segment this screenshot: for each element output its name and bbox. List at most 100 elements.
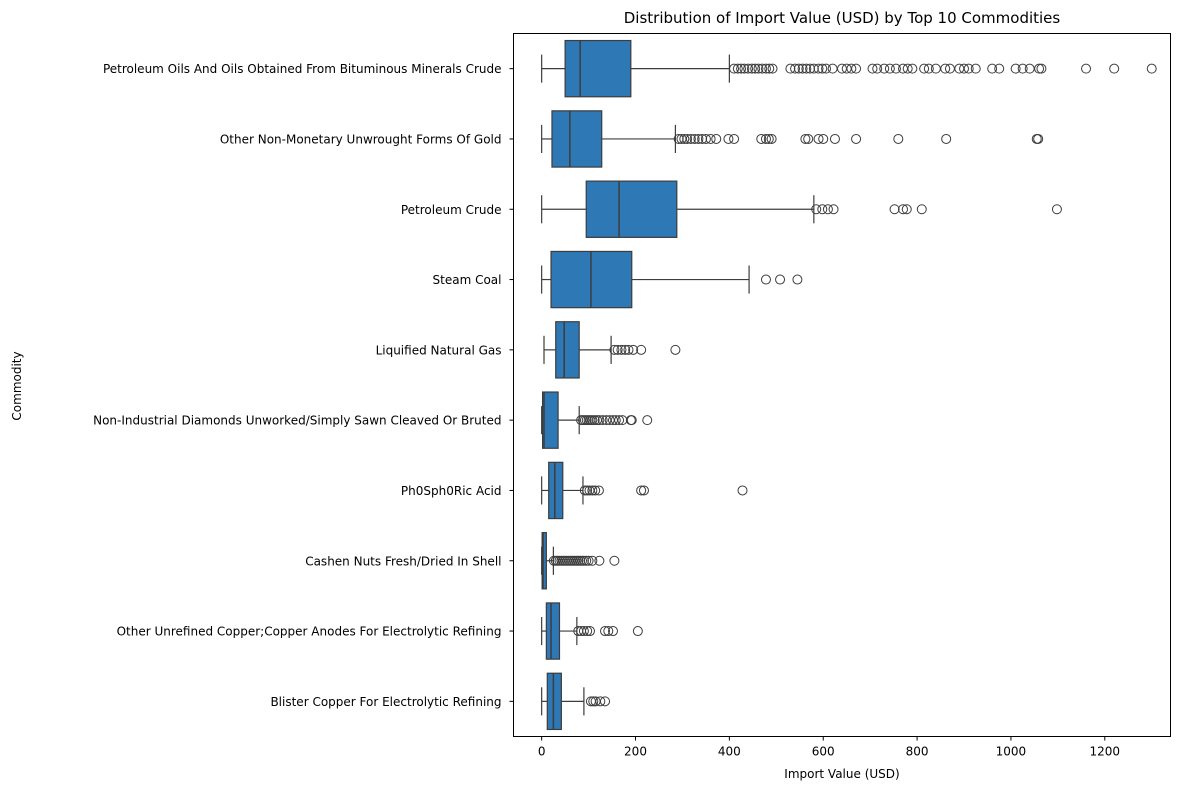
outlier-point: [729, 133, 740, 144]
outlier-point: [790, 63, 801, 74]
outlier-point: [793, 63, 804, 74]
outlier-point: [670, 344, 681, 355]
outlier-point: [940, 63, 951, 74]
outlier-point: [600, 696, 611, 707]
outlier-point: [623, 344, 634, 355]
outlier-point: [578, 626, 589, 637]
outlier-point: [963, 63, 974, 74]
x-axis: 0 200 400 600 800 1000 1200: [538, 736, 1120, 759]
y-tick-label: Petroleum Crude: [401, 203, 502, 217]
outlier-point: [603, 626, 614, 637]
outlier-point: [689, 133, 700, 144]
outlier-point: [753, 63, 764, 74]
outlier-point: [872, 63, 883, 74]
outlier-point: [685, 133, 696, 144]
outlier-point: [817, 63, 828, 74]
outlier-point: [578, 555, 589, 566]
y-tick-label: Non-Industrial Diamonds Unworked/Simply …: [93, 414, 501, 428]
box-group: [541, 250, 750, 309]
y-tick-label: Cashen Nuts Fresh/Dried In Shell: [305, 554, 501, 568]
box-group: [541, 461, 584, 520]
outlier-point: [889, 204, 900, 215]
outlier-point: [594, 555, 605, 566]
outlier-point: [994, 63, 1005, 74]
outlier-point: [757, 63, 768, 74]
y-axis: Petroleum Oils And Oils Obtained From Bi…: [93, 62, 514, 709]
outlier-point: [582, 626, 593, 637]
outlier-point: [636, 344, 647, 355]
outlier-point: [729, 63, 740, 74]
box-group: [541, 391, 580, 449]
outlier-point: [902, 63, 913, 74]
outlier-point: [797, 63, 808, 74]
outlier-point: [923, 63, 934, 74]
outlier-point: [800, 133, 811, 144]
x-tick-label: 1000: [996, 745, 1027, 759]
outlier-point: [612, 344, 623, 355]
outlier-point: [636, 485, 647, 496]
outlier-point: [746, 63, 757, 74]
outlier-point: [616, 344, 627, 355]
outlier-point: [594, 415, 605, 426]
outlier-point: [597, 415, 608, 426]
iqr-box: [564, 39, 632, 98]
outlier-point: [822, 204, 833, 215]
outlier-point: [609, 344, 620, 355]
outlier-point: [846, 63, 857, 74]
outlier-point: [614, 415, 625, 426]
outlier-point: [743, 63, 754, 74]
y-tick-label: Steam Coal: [433, 273, 502, 287]
y-tick-label: Other Unrefined Copper;Copper Anodes For…: [117, 625, 502, 639]
outlier-point: [821, 63, 832, 74]
y-tick-label: Blister Copper For Electrolytic Refining: [270, 695, 501, 709]
y-tick-label: Petroleum Oils And Oils Obtained From Bi…: [103, 62, 502, 76]
outlier-point: [620, 344, 631, 355]
outlier-point: [890, 63, 901, 74]
outlier-point: [1146, 63, 1157, 74]
iqr-box: [548, 461, 564, 520]
outlier-point: [700, 133, 711, 144]
outlier-point: [750, 63, 761, 74]
outlier-point: [589, 415, 600, 426]
box-group: [541, 180, 815, 238]
box-group: [543, 321, 612, 379]
outlier-point: [1033, 133, 1044, 144]
outlier-point: [756, 133, 767, 144]
outlier-point: [1034, 63, 1045, 74]
outlier-point: [638, 485, 649, 496]
outlier-point: [723, 133, 734, 144]
box-group: [541, 602, 578, 660]
y-tick-label: Other Non-Monetary Unwrought Forms Of Go…: [220, 132, 502, 146]
outlier-point: [582, 485, 593, 496]
outlier-point: [987, 63, 998, 74]
outlier-point: [1051, 204, 1062, 215]
box-group: [541, 110, 677, 168]
outlier-point: [941, 133, 952, 144]
outlier-point: [792, 274, 803, 285]
iqr-box: [585, 180, 678, 238]
outlier-point: [609, 555, 620, 566]
outlier-point: [760, 133, 771, 144]
outlier-point: [813, 63, 824, 74]
outlier-point: [764, 63, 775, 74]
outlier-point: [930, 63, 941, 74]
x-tick-label: 0: [538, 745, 546, 759]
outlier-point: [829, 133, 840, 144]
plot-frame: [513, 33, 1171, 737]
outlier-point: [760, 274, 771, 285]
outlier-point: [711, 133, 722, 144]
iqr-box: [551, 110, 603, 168]
outlier-point: [607, 626, 618, 637]
outlier-point: [803, 133, 814, 144]
outlier-point: [673, 133, 684, 144]
outlier-point: [584, 626, 595, 637]
chart-title: Distribution of Import Value (USD) by To…: [624, 9, 1061, 27]
outlier-point: [813, 133, 824, 144]
outlier-point: [697, 133, 708, 144]
outlier-point: [600, 626, 611, 637]
iqr-box: [541, 391, 559, 449]
outlier-point: [587, 555, 598, 566]
x-tick-label: 800: [906, 745, 929, 759]
outlier-point: [579, 485, 590, 496]
